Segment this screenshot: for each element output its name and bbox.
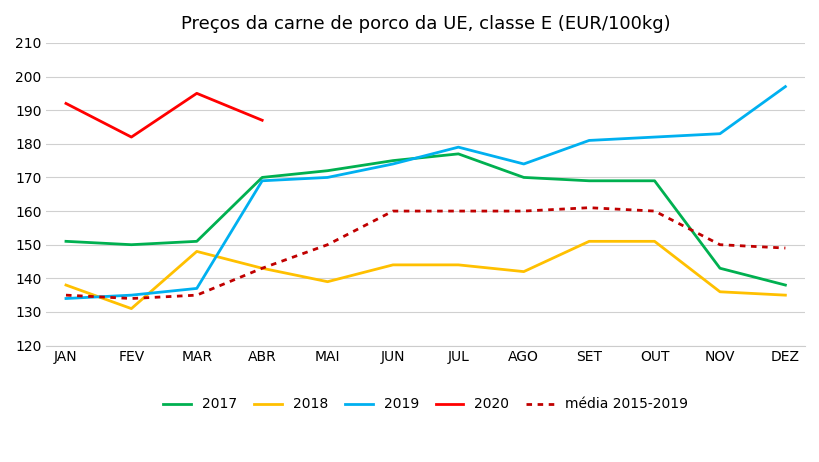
Legend: 2017, 2018, 2019, 2020, média 2015-2019: 2017, 2018, 2019, 2020, média 2015-2019	[157, 392, 693, 417]
Title: Preços da carne de porco da UE, classe E (EUR/100kg): Preços da carne de porco da UE, classe E…	[181, 15, 670, 33]
